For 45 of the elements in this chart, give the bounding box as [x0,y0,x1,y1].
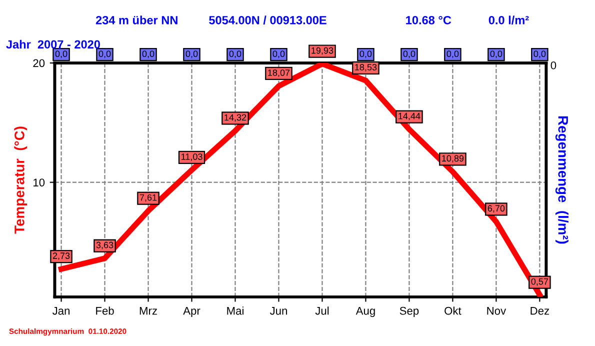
data-label: 0,57 [531,278,548,286]
y-tick-label: 20 [33,59,45,68]
x-tick-label: Aug [356,307,375,317]
x-tick-label: Mai [227,306,244,315]
data-label: 11,03 [181,154,202,161]
annotation: 0,0 [142,50,154,58]
annotation: 0,0 [446,50,459,58]
data-label: 7,61 [140,194,157,202]
data-label: 2,73 [52,252,70,260]
data-label: 14,44 [398,112,420,120]
data-label: 3,63 [96,242,114,250]
x-tick-label: Okt [444,306,462,315]
annotation: 0,0 [490,50,502,58]
x-tick-label: Nov [487,307,506,315]
x-tick-label: Dez [530,307,550,315]
text: 5054.00N / 00913.00E [209,16,326,24]
y-axis-title: Temperatur (°C) [14,126,28,234]
annotation: 0,0 [360,50,372,58]
chart-title: 234 m über NN [96,16,178,24]
x-tick-label: Jun [270,307,287,315]
text: 0 [550,61,556,70]
text: Jahr 2007 - 2020 [6,40,100,49]
annotation: 0,0 [534,50,546,58]
data-label: 18,53 [355,64,377,72]
data-label: 19,93 [312,47,334,55]
x-tick-label: Apr [183,307,200,317]
x-tick-label: Mrz [140,307,157,315]
x-tick-label: Jul [315,306,329,315]
annotation: 0,0 [272,50,285,58]
text: 0.0 l/m² [488,16,529,24]
data-label: 14,32 [224,114,246,122]
y-tick-label: 10 [34,178,45,186]
annotation: 0,0 [186,50,198,58]
y2-axis-title: Regenmenge (l/m²) [555,116,568,244]
annotation: 0,0 [55,50,68,58]
annotation: 0,0 [403,50,416,58]
annotation: 0,0 [98,50,111,58]
x-tick-label: Sep [400,306,419,317]
text: 10.68 °C [406,16,452,24]
data-label: 6,70 [488,205,505,213]
data-label: 10,89 [442,155,464,163]
annotation: 0,0 [229,50,242,58]
x-tick-label: Jan [52,307,70,315]
data-label: 18,07 [268,69,290,77]
x-tick-label: Feb [96,306,114,315]
